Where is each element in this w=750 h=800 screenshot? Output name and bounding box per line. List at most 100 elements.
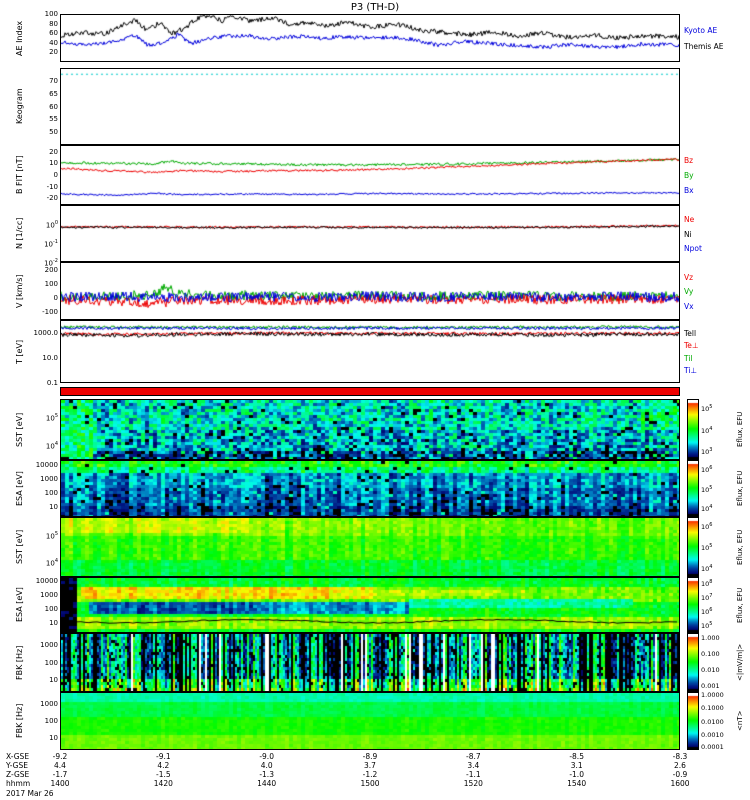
colorbar-title-fbk-e: <|mV/m|> (736, 643, 744, 682)
panel-velocity-canvas (61, 263, 679, 319)
legend-label-vz: Vz (684, 272, 694, 282)
y-tick-label: 20 (49, 48, 58, 57)
y-tick-label: 100 (44, 489, 58, 498)
panel-sst-electrons (60, 517, 680, 577)
legend-label-bz: Bz (684, 156, 694, 165)
colorbar-tick-label: 1.000 (701, 633, 720, 642)
colorbar-tick-label: 104 (701, 504, 713, 514)
colorbar-tick-label: 105 (701, 620, 713, 630)
ephemeris-value: -8.9 (362, 752, 378, 761)
legend-label-ni: Ni (684, 229, 692, 239)
y-tick-label: 10000 (35, 460, 58, 469)
ephemeris-value: 3.1 (570, 761, 583, 770)
panel-fbk-e (60, 633, 680, 692)
ephemeris-value: -1.1 (466, 770, 481, 779)
panel-b-fit-canvas (61, 146, 679, 204)
panel-flag-bar (60, 387, 680, 396)
y-tick-label: 1000 (40, 591, 58, 600)
panel-sst-electrons-canvas (61, 518, 679, 576)
panel-sst-ions (60, 399, 680, 460)
panel-esa-ions-canvas (61, 461, 679, 516)
y-tick-label: 10 (49, 503, 58, 512)
panel-density (60, 205, 680, 262)
colorbar-esa-electrons (687, 577, 699, 633)
ephemeris-row-label-z-gse: Z-GSE (6, 770, 30, 779)
panel-sst-electrons-ylabel: SST [eV] (15, 529, 24, 565)
y-tick-label: 10.0 (42, 353, 58, 362)
y-tick-label: 1000 (40, 640, 58, 649)
y-tick-label: 100 (44, 658, 58, 667)
x-tick-label: 1500 (360, 779, 380, 788)
legend-label-ne: Ne (684, 215, 695, 225)
y-tick-label: 0.1 (46, 379, 58, 387)
legend-label-kyotoae: Kyoto AE (684, 26, 718, 35)
y-tick-label: 1000.0 (33, 328, 59, 337)
colorbar-title-fbk-b: <nT> (736, 710, 744, 732)
panel-temperature-canvas (61, 321, 679, 382)
y-tick-label: 10 (49, 676, 58, 685)
ephemeris-value: -1.7 (52, 770, 68, 779)
y-tick-label: 1000 (40, 699, 58, 708)
y-tick-label: 100 (44, 10, 58, 18)
ephemeris-value: -8.7 (466, 752, 481, 761)
ephemeris-value: -8.5 (569, 752, 584, 761)
panel-density-canvas (61, 206, 679, 261)
y-tick-label: 0 (53, 293, 58, 302)
y-tick-label: 40 (49, 38, 58, 47)
ephemeris-value: 3.7 (364, 761, 376, 770)
panel-fbk-b (60, 692, 680, 750)
y-tick-label: 70 (49, 76, 58, 85)
y-tick-label: 104 (45, 558, 58, 568)
colorbar-tick-label: 0.100 (701, 649, 720, 658)
panel-esa-ions (60, 460, 680, 517)
colorbar-esa-ions (687, 460, 699, 517)
panel-ae-index-canvas (61, 15, 679, 61)
panel-fbk-b-canvas (61, 693, 679, 749)
ephemeris-value: 4.2 (157, 761, 170, 770)
colorbar-tick-label: 105 (701, 404, 713, 414)
x-tick-label: 1440 (257, 779, 277, 788)
panel-keogram (60, 68, 680, 145)
colorbar-tick-label: 108 (701, 578, 713, 588)
legend-label-tell: Tell (684, 328, 697, 338)
colorbar-tick-label: 0.010 (701, 665, 720, 674)
x-tick-label: 1540 (567, 779, 587, 788)
ephemeris-value: 4.0 (260, 761, 273, 770)
colorbar-tick-label: 0.001 (701, 681, 720, 690)
legend-label-vy: Vy (684, 287, 694, 296)
legend-label-by: By (684, 171, 694, 180)
ephemeris-value: -8.3 (672, 752, 688, 761)
legend-label-npot: Npot (684, 243, 702, 253)
y-tick-label: 0 (53, 171, 58, 179)
y-tick-label: 105 (45, 531, 58, 541)
colorbar-tick-label: 106 (701, 522, 713, 532)
colorbar-tick-label: 104 (701, 425, 713, 435)
y-tick-label: 55 (49, 115, 58, 124)
legend-label-te: Te⊥ (684, 341, 699, 351)
panel-esa-electrons-canvas (61, 578, 679, 632)
ephemeris-value: -1.5 (156, 770, 171, 779)
y-tick-label: 10 (49, 734, 58, 743)
time-axis-label: hhmm (6, 779, 31, 788)
ephemeris-value: 2.6 (674, 761, 686, 770)
legend-label-bx: Bx (684, 186, 694, 195)
y-tick-label: -100 (42, 307, 58, 316)
x-tick-label: 1600 (670, 779, 690, 788)
ephemeris-value: 4.4 (54, 761, 66, 770)
y-tick-label: 10 (49, 159, 58, 168)
panel-sst-ions-ylabel: SST [eV] (15, 412, 24, 447)
colorbar-tick-label: 0.0001 (701, 743, 724, 752)
colorbar-fbk-e (687, 633, 699, 692)
y-tick-label: 10 (49, 619, 58, 628)
colorbar-tick-label: 105 (701, 543, 713, 553)
y-tick-label: 10-2 (44, 258, 58, 268)
plot-title: P3 (TH-D) (350, 2, 400, 13)
date-label: 2017 Mar 26 (6, 789, 54, 798)
y-tick-label: 104 (45, 440, 58, 451)
y-tick-label: -20 (46, 194, 58, 203)
ephemeris-value: -1.3 (259, 770, 274, 779)
colorbar-fbk-b (687, 692, 699, 750)
y-tick-label: 10-1 (44, 239, 58, 249)
y-tick-label: 1000 (40, 474, 58, 483)
